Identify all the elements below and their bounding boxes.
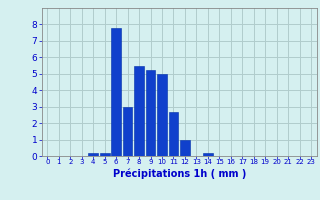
X-axis label: Précipitations 1h ( mm ): Précipitations 1h ( mm ) (113, 168, 246, 179)
Bar (180, 140, 190, 156)
Bar (123, 107, 132, 156)
Bar (100, 153, 109, 156)
Bar (111, 28, 121, 156)
Bar (88, 153, 98, 156)
Bar (146, 70, 156, 156)
Bar (169, 112, 178, 156)
Bar (203, 153, 213, 156)
Bar (157, 74, 167, 156)
Bar (134, 66, 144, 156)
